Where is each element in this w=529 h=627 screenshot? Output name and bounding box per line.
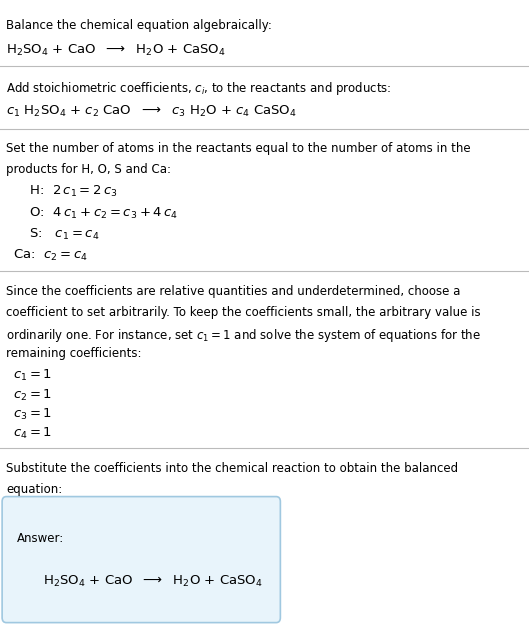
Text: Substitute the coefficients into the chemical reaction to obtain the balanced: Substitute the coefficients into the che…	[6, 462, 459, 475]
Text: O:  $4\,c_1 + c_2 = c_3 + 4\,c_4$: O: $4\,c_1 + c_2 = c_3 + 4\,c_4$	[21, 206, 178, 221]
Text: Ca:  $c_2 = c_4$: Ca: $c_2 = c_4$	[13, 248, 88, 263]
Text: $c_3 = 1$: $c_3 = 1$	[13, 407, 52, 422]
Text: products for H, O, S and Ca:: products for H, O, S and Ca:	[6, 163, 171, 176]
Text: Balance the chemical equation algebraically:: Balance the chemical equation algebraica…	[6, 19, 272, 33]
Text: Since the coefficients are relative quantities and underdetermined, choose a: Since the coefficients are relative quan…	[6, 285, 461, 298]
Text: $c_1$ H$_2$SO$_4$ + $c_2$ CaO  $\longrightarrow$  $c_3$ H$_2$O + $c_4$ CaSO$_4$: $c_1$ H$_2$SO$_4$ + $c_2$ CaO $\longrigh…	[6, 103, 297, 119]
FancyBboxPatch shape	[2, 497, 280, 623]
Text: Answer:: Answer:	[17, 532, 64, 545]
Text: $c_4 = 1$: $c_4 = 1$	[13, 426, 52, 441]
Text: coefficient to set arbitrarily. To keep the coefficients small, the arbitrary va: coefficient to set arbitrarily. To keep …	[6, 306, 481, 319]
Text: ordinarily one. For instance, set $c_1 = 1$ and solve the system of equations fo: ordinarily one. For instance, set $c_1 =…	[6, 327, 481, 344]
Text: $c_2 = 1$: $c_2 = 1$	[13, 387, 52, 403]
Text: S:   $c_1 = c_4$: S: $c_1 = c_4$	[21, 227, 99, 242]
Text: Add stoichiometric coefficients, $c_i$, to the reactants and products:: Add stoichiometric coefficients, $c_i$, …	[6, 80, 392, 97]
Text: H$_2$SO$_4$ + CaO  $\longrightarrow$  H$_2$O + CaSO$_4$: H$_2$SO$_4$ + CaO $\longrightarrow$ H$_2…	[43, 574, 263, 589]
Text: Set the number of atoms in the reactants equal to the number of atoms in the: Set the number of atoms in the reactants…	[6, 142, 471, 155]
Text: H$_2$SO$_4$ + CaO  $\longrightarrow$  H$_2$O + CaSO$_4$: H$_2$SO$_4$ + CaO $\longrightarrow$ H$_2…	[6, 43, 226, 58]
Text: equation:: equation:	[6, 483, 62, 496]
Text: remaining coefficients:: remaining coefficients:	[6, 347, 142, 361]
Text: $c_1 = 1$: $c_1 = 1$	[13, 368, 52, 383]
Text: H:  $2\,c_1 = 2\,c_3$: H: $2\,c_1 = 2\,c_3$	[21, 184, 118, 199]
